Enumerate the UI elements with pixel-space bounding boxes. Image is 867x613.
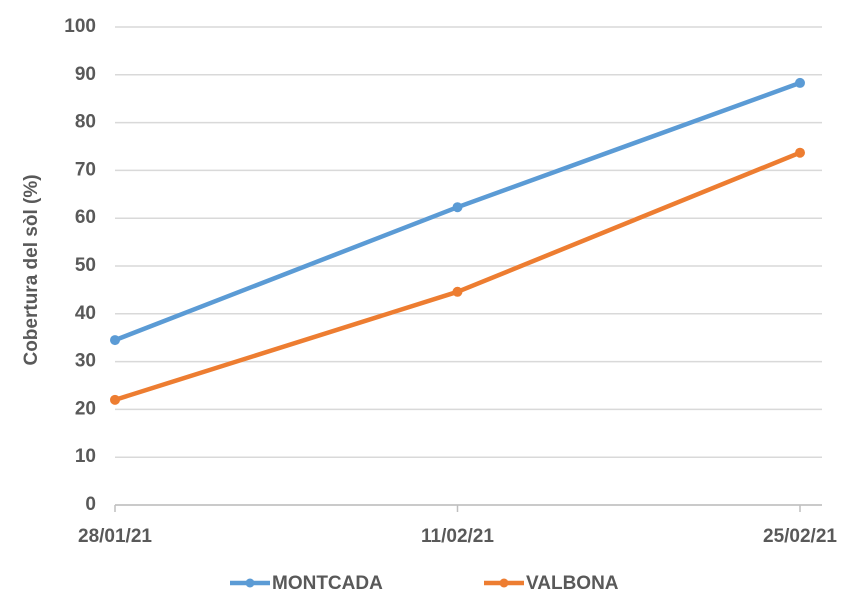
point-marker <box>452 286 463 297</box>
y-axis-title: Cobertura del sòl (%) <box>21 174 42 365</box>
y-tick-label: 90 <box>75 64 96 85</box>
x-tick-label: 28/01/21 <box>78 526 152 547</box>
y-tick-label: 40 <box>75 303 96 324</box>
y-tick-label: 60 <box>75 207 96 228</box>
y-tick-label: 70 <box>75 159 96 180</box>
y-tick-label: 50 <box>75 255 96 276</box>
x-tick-label: 25/02/21 <box>763 526 837 547</box>
y-tick-label: 20 <box>75 398 96 419</box>
point-marker <box>110 335 120 346</box>
y-tick-label: 30 <box>75 351 96 372</box>
series-line <box>114 150 801 402</box>
point-marker <box>795 147 805 158</box>
legend-label: MONTCADA <box>272 573 383 594</box>
legend-marker <box>499 578 509 588</box>
y-tick-label: 0 <box>85 494 96 515</box>
point-marker <box>795 77 805 88</box>
legend-marker <box>245 578 255 588</box>
y-tick-label: 80 <box>75 112 96 133</box>
legend-label: VALBONA <box>526 573 619 594</box>
point-marker <box>110 394 120 405</box>
y-tick-label: 10 <box>75 446 96 467</box>
x-tick-label: 11/02/21 <box>421 526 494 547</box>
y-tick-label: 100 <box>64 16 96 37</box>
point-marker <box>452 202 463 213</box>
